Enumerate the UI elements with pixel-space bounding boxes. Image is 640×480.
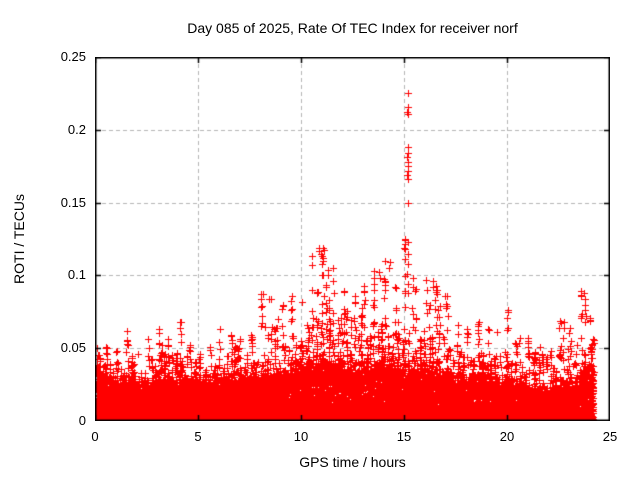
x-axis-label: GPS time / hours bbox=[299, 454, 406, 470]
y-tick-label: 0.05 bbox=[60, 340, 86, 356]
y-tick-label: 0.25 bbox=[60, 49, 86, 64]
x-tick-label: 0 bbox=[91, 429, 99, 444]
y-tick-label: 0 bbox=[78, 413, 86, 428]
x-tick-label: 10 bbox=[293, 429, 309, 444]
x-tick-label: 15 bbox=[396, 429, 412, 444]
y-tick-label: 0.1 bbox=[67, 267, 86, 283]
y-tick-label: 0.2 bbox=[67, 121, 86, 137]
x-tick-label: 25 bbox=[602, 429, 618, 444]
y-axis-label: ROTI / TECUs bbox=[11, 194, 27, 284]
chart-title: Day 085 of 2025, Rate Of TEC Index for r… bbox=[187, 20, 518, 36]
y-tick-label: 0.15 bbox=[60, 194, 86, 210]
plot-area bbox=[95, 57, 610, 421]
x-tick-label: 20 bbox=[499, 429, 515, 444]
x-tick-label: 5 bbox=[194, 429, 202, 444]
